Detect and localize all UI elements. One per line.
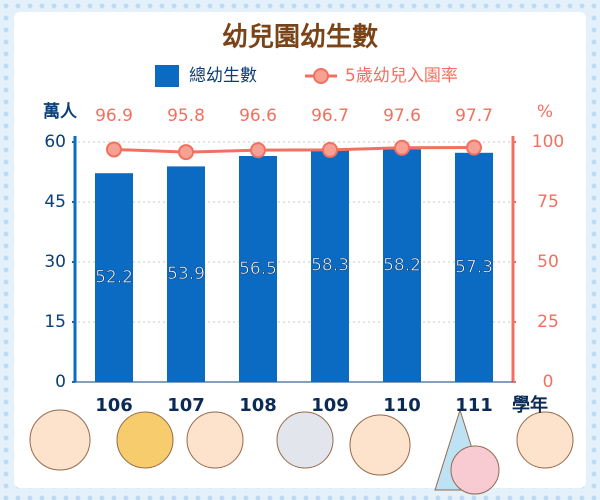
bar-value-label: 58.2	[383, 256, 421, 276]
chart-title: 幼兒園幼生數	[222, 23, 378, 53]
line-value-label: 95.8	[167, 106, 205, 126]
decoration	[29, 408, 574, 495]
line-point	[106, 141, 122, 158]
y2-tick-label: 75	[537, 192, 559, 212]
panel	[14, 12, 586, 488]
y-tick-label: 0	[55, 372, 66, 392]
x-tick-label: 107	[167, 395, 205, 416]
x-tick-label: 111	[455, 395, 493, 416]
line-point	[178, 144, 194, 161]
bar-value-label: 56.5	[239, 259, 277, 279]
y-tick-label: 60	[44, 132, 66, 152]
bar	[167, 166, 205, 382]
x-tick-label: 106	[95, 395, 133, 416]
x-tick-label: 109	[311, 395, 349, 416]
y2-tick-label: 100	[532, 132, 564, 152]
legend-marker	[313, 68, 329, 84]
x-tick-label: 110	[383, 395, 421, 416]
legend-label: 5歲幼兒入園率	[345, 66, 458, 86]
line-value-label: 97.6	[383, 106, 421, 126]
bar	[311, 148, 349, 382]
bar	[455, 152, 493, 382]
line-point	[250, 142, 266, 159]
line	[113, 146, 475, 154]
bar-value-label: 58.3	[311, 255, 349, 275]
y2-tick-label: 0	[543, 372, 554, 392]
legend-swatch	[155, 65, 179, 87]
y-tick-label: 15	[44, 312, 66, 332]
bar-value-label: 52.2	[95, 268, 133, 288]
x-axis-label: 學年	[512, 394, 548, 416]
y2-tick-label: 50	[537, 252, 559, 272]
line-point	[394, 139, 410, 156]
line-point	[466, 139, 482, 156]
line-value-label: 96.7	[311, 106, 349, 126]
y2-tick-label: 25	[537, 312, 559, 332]
legend-label: 總幼生數	[189, 66, 257, 86]
line-value-label: 97.7	[455, 106, 493, 126]
y-tick-label: 30	[44, 252, 66, 272]
bar-value-label: 57.3	[455, 257, 493, 277]
y-tick-label: 45	[44, 192, 66, 212]
bar	[95, 173, 133, 382]
x-tick-label: 108	[239, 395, 277, 416]
bar	[383, 149, 421, 382]
line-value-label: 96.6	[239, 106, 277, 126]
y2-axis-label: %	[537, 102, 553, 122]
bar-value-label: 53.9	[167, 264, 205, 284]
bar	[239, 156, 277, 382]
line-value-label: 96.9	[95, 106, 133, 126]
line-point	[322, 141, 338, 158]
y-axis-label: 萬人	[43, 101, 78, 122]
